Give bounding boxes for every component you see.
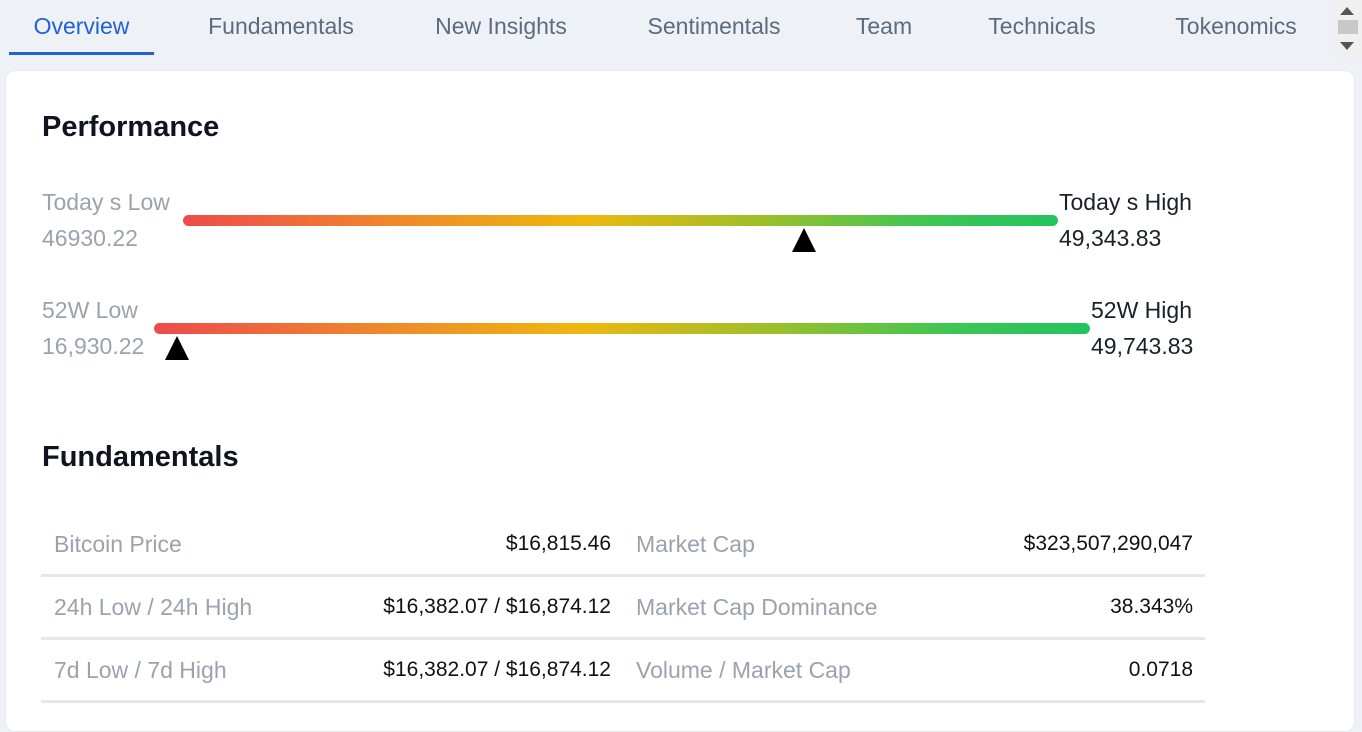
week52-range-bar [154,323,1090,334]
bitcoin-price-value: $16,815.46 [505,532,611,555]
tab-tokenomics[interactable]: Tokenomics [1175,13,1297,39]
tab-overview[interactable]: Overview [33,13,130,39]
active-tab-indicator [9,52,154,55]
fundamentals-title: Fundamentals [42,441,239,473]
week52-low-value: 16,930.22 [42,333,145,359]
market-cap-dominance-value: 38.343% [1110,595,1193,618]
overview-card: Performance Today s Low 46930.22 Today s… [5,70,1355,732]
scroll-down-arrow-icon[interactable] [1340,42,1354,50]
tab-technicals[interactable]: Technicals [988,13,1096,39]
row-divider [41,574,1205,577]
tab-sentimentals[interactable]: Sentimentals [647,13,781,39]
today-low-value: 46930.22 [42,225,138,251]
market-cap-value: $323,507,290,047 [1023,532,1193,555]
24h-range-value: $16,382.07 / $16,874.12 [383,595,611,618]
row-divider [41,637,1205,640]
tab-fundamentals[interactable]: Fundamentals [208,13,354,39]
volume-market-cap-label: Volume / Market Cap [636,657,851,683]
today-high-value: 49,343.83 [1059,225,1162,251]
tab-bar: Overview Fundamentals New Insights Senti… [0,0,1330,58]
today-range-bar [183,215,1058,226]
today-low-label: Today s Low [42,189,170,215]
7d-range-label: 7d Low / 7d High [54,657,227,683]
today-price-marker-icon [792,228,817,252]
bitcoin-price-label: Bitcoin Price [54,531,182,557]
24h-range-label: 24h Low / 24h High [54,594,253,620]
tab-scrollbar[interactable] [1334,0,1362,58]
market-cap-dominance-label: Market Cap Dominance [636,594,878,620]
week52-high-label: 52W High [1091,297,1192,323]
scroll-up-arrow-icon[interactable] [1340,7,1354,15]
week52-price-marker-icon [165,336,190,360]
today-high-label: Today s High [1059,189,1192,215]
week52-low-label: 52W Low [42,297,138,323]
7d-range-value: $16,382.07 / $16,874.12 [383,658,611,681]
tab-team[interactable]: Team [855,13,913,39]
volume-market-cap-value: 0.0718 [1128,658,1193,681]
tab-new-insights[interactable]: New Insights [435,13,567,39]
scroll-thumb[interactable] [1338,20,1358,34]
week52-high-value: 49,743.83 [1091,333,1194,359]
row-divider [41,700,1205,703]
market-cap-label: Market Cap [636,531,755,557]
performance-title: Performance [42,111,220,143]
